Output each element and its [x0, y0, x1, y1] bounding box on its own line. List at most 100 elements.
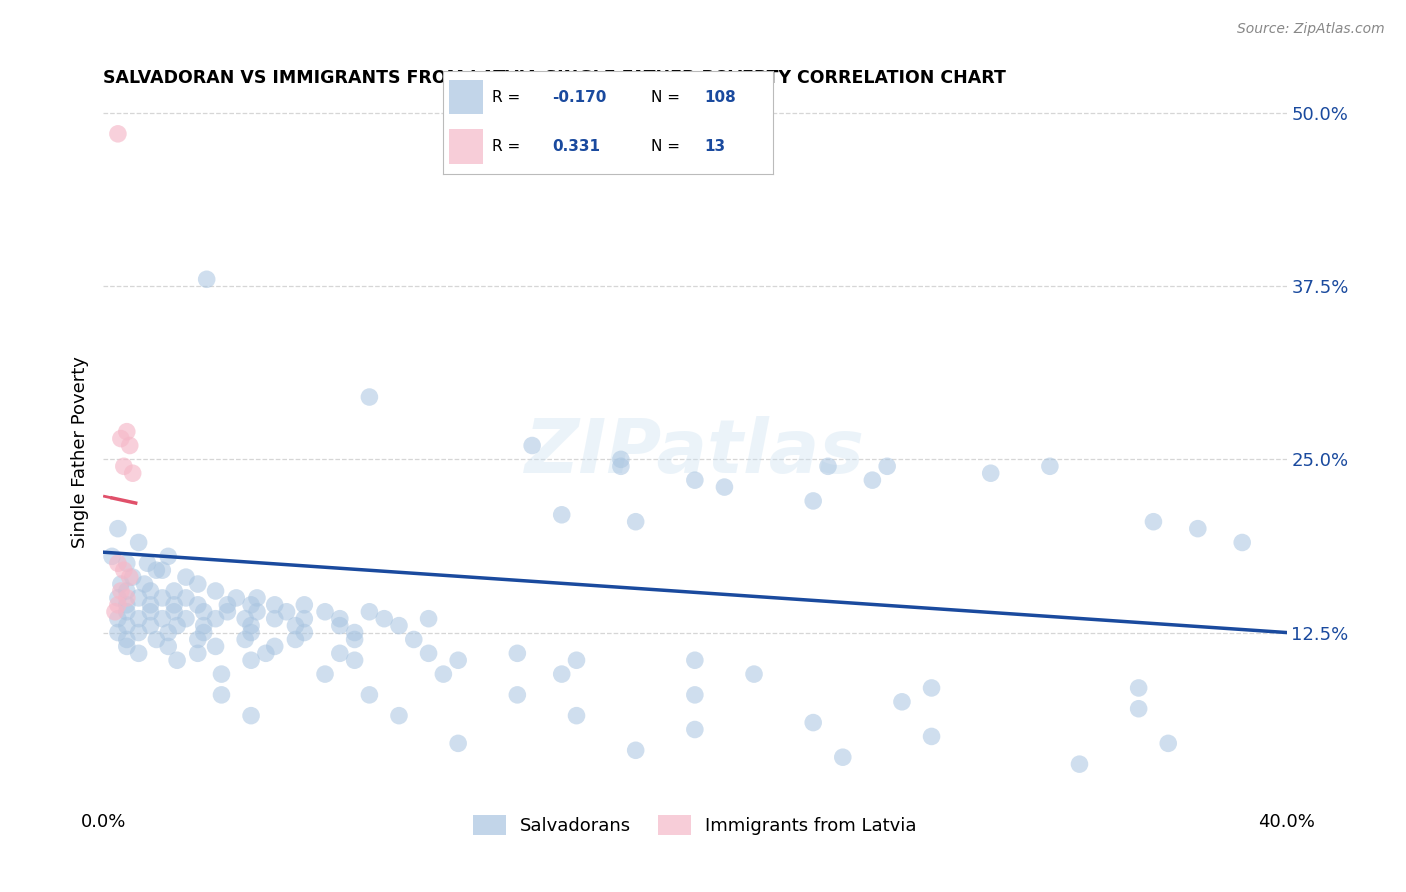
Point: [284, 618, 307, 632]
Point: [551, 667, 574, 681]
Point: [115, 618, 138, 632]
Point: [831, 750, 853, 764]
Point: [240, 653, 263, 667]
Point: [388, 708, 411, 723]
Point: [240, 618, 263, 632]
Point: [876, 459, 898, 474]
Point: [1142, 515, 1164, 529]
Point: [107, 591, 129, 605]
Point: [1232, 535, 1254, 549]
Bar: [450, 79, 482, 114]
Point: [447, 736, 470, 750]
Point: [174, 570, 197, 584]
Point: [204, 612, 226, 626]
Text: R =: R =: [492, 90, 520, 105]
Point: [107, 598, 129, 612]
Legend: Salvadorans, Immigrants from Latvia: Salvadorans, Immigrants from Latvia: [465, 807, 924, 843]
Point: [610, 459, 633, 474]
Point: [115, 584, 138, 599]
Point: [174, 612, 197, 626]
Point: [402, 632, 425, 647]
Point: [121, 467, 143, 481]
Text: -0.170: -0.170: [553, 90, 606, 105]
Point: [1039, 459, 1062, 474]
Point: [801, 715, 824, 730]
Point: [329, 618, 352, 632]
Point: [163, 605, 186, 619]
Text: R =: R =: [492, 139, 520, 153]
Point: [128, 646, 150, 660]
Point: [217, 598, 239, 612]
Point: [150, 612, 173, 626]
Point: [359, 390, 381, 404]
Point: [373, 612, 395, 626]
Text: N =: N =: [651, 139, 681, 153]
Point: [112, 563, 135, 577]
Text: ZIPatlas: ZIPatlas: [524, 416, 865, 489]
Point: [101, 549, 124, 564]
Point: [343, 625, 366, 640]
Point: [359, 688, 381, 702]
Point: [128, 612, 150, 626]
Text: SALVADORAN VS IMMIGRANTS FROM LATVIA SINGLE FATHER POVERTY CORRELATION CHART: SALVADORAN VS IMMIGRANTS FROM LATVIA SIN…: [103, 69, 1007, 87]
Point: [565, 653, 588, 667]
Point: [683, 473, 706, 487]
Point: [115, 605, 138, 619]
Point: [246, 591, 269, 605]
Point: [713, 480, 735, 494]
Point: [506, 688, 529, 702]
Point: [240, 598, 263, 612]
Point: [329, 646, 352, 660]
Point: [115, 640, 138, 654]
Point: [240, 708, 263, 723]
Point: [174, 591, 197, 605]
Point: [980, 467, 1002, 481]
Point: [128, 535, 150, 549]
Point: [139, 584, 162, 599]
Point: [1187, 522, 1209, 536]
Point: [110, 577, 132, 591]
Point: [187, 632, 209, 647]
Point: [314, 605, 336, 619]
Text: 108: 108: [704, 90, 735, 105]
Point: [157, 640, 180, 654]
Point: [359, 605, 381, 619]
Point: [150, 591, 173, 605]
Point: [121, 570, 143, 584]
Point: [254, 646, 277, 660]
Point: [166, 653, 188, 667]
Point: [624, 743, 647, 757]
Point: [163, 584, 186, 599]
Point: [551, 508, 574, 522]
Point: [110, 432, 132, 446]
Point: [217, 605, 239, 619]
Point: [204, 640, 226, 654]
Point: [204, 584, 226, 599]
Point: [314, 667, 336, 681]
Point: [110, 584, 132, 599]
Point: [107, 556, 129, 570]
Point: [292, 612, 315, 626]
Point: [193, 618, 215, 632]
Point: [1157, 736, 1180, 750]
Point: [107, 522, 129, 536]
Point: [506, 646, 529, 660]
Point: [128, 591, 150, 605]
Point: [145, 563, 167, 577]
Point: [134, 577, 156, 591]
Text: Source: ZipAtlas.com: Source: ZipAtlas.com: [1237, 22, 1385, 37]
Point: [163, 598, 186, 612]
Point: [1069, 757, 1091, 772]
Point: [211, 667, 233, 681]
Point: [136, 556, 159, 570]
Point: [418, 646, 440, 660]
Point: [118, 570, 141, 584]
Point: [187, 646, 209, 660]
Point: [107, 612, 129, 626]
Point: [447, 653, 470, 667]
Point: [263, 598, 285, 612]
Point: [112, 459, 135, 474]
Point: [150, 563, 173, 577]
Point: [157, 625, 180, 640]
Y-axis label: Single Father Poverty: Single Father Poverty: [72, 357, 89, 549]
